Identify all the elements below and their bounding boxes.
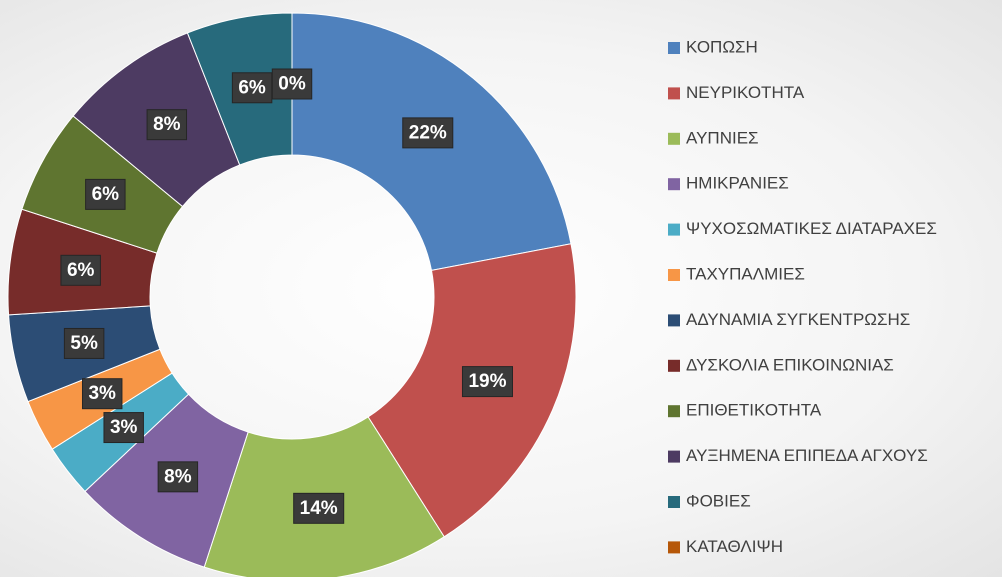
legend-swatch bbox=[668, 132, 680, 145]
data-label-text: 6% bbox=[67, 260, 95, 281]
legend-label: ΑΥΠΝΙΕΣ bbox=[686, 128, 759, 147]
data-label-text: 6% bbox=[92, 184, 120, 205]
legend-swatch bbox=[668, 541, 680, 554]
data-label-box bbox=[85, 178, 126, 210]
data-label-box bbox=[103, 412, 144, 444]
data-label: 5% bbox=[63, 327, 105, 359]
data-label: 3% bbox=[103, 412, 144, 444]
data-label-box bbox=[60, 254, 101, 286]
legend-swatch bbox=[668, 496, 680, 508]
legend-swatch bbox=[668, 223, 680, 236]
legend-label: ΔΥΣΚΟΛΙΑ ΕΠΙΚΟΙΝΩΝΙΑΣ bbox=[686, 355, 894, 374]
data-label-text: 6% bbox=[238, 77, 266, 98]
data-label: 8% bbox=[146, 109, 188, 141]
data-label: 14% bbox=[293, 492, 345, 524]
legend-swatch bbox=[668, 269, 680, 281]
data-label: 8% bbox=[157, 461, 199, 493]
legend-label: ΗΜΙΚΡΑΝΙΕΣ bbox=[686, 174, 789, 193]
data-label-text: 19% bbox=[468, 371, 506, 392]
legend-label: ΤΑΧΥΠΑΛΜΙΕΣ bbox=[686, 264, 805, 283]
legend-swatch bbox=[668, 359, 680, 372]
data-label-box bbox=[63, 327, 105, 359]
data-label-box bbox=[402, 117, 454, 149]
data-label: 22% bbox=[402, 117, 454, 149]
legend-swatch bbox=[668, 178, 680, 191]
data-label: 0% bbox=[271, 68, 313, 100]
legend-label: ΑΥΞΗΜΕΝΑ ΕΠΙΠΕΔΑ ΑΓΧΟΥΣ bbox=[686, 446, 928, 465]
data-label-text: 14% bbox=[300, 498, 338, 519]
legend-label: ΚΑΤΑΘΛΙΨΗ bbox=[686, 537, 783, 556]
data-label-text: 3% bbox=[88, 383, 116, 404]
data-label-text: 5% bbox=[70, 333, 98, 354]
legend-swatch bbox=[668, 87, 680, 100]
legend-label: ΝΕΥΡΙΚΟΤΗΤΑ bbox=[686, 83, 805, 102]
legend-swatch bbox=[668, 450, 680, 463]
data-label-text: 3% bbox=[110, 417, 138, 438]
data-label-box bbox=[461, 366, 513, 398]
data-label: 6% bbox=[85, 178, 126, 210]
data-label-text: 0% bbox=[278, 74, 306, 95]
legend-swatch bbox=[668, 42, 680, 54]
data-label: 19% bbox=[461, 366, 513, 398]
legend-label: ΦΟΒΙΕΣ bbox=[686, 491, 751, 510]
data-label-box bbox=[271, 68, 313, 100]
data-label-box bbox=[231, 72, 273, 104]
legend-label: ΨΥΧΟΣΩΜΑΤΙΚΕΣ ΔΙΑΤΑΡΑΧΕΣ bbox=[686, 219, 937, 238]
legend-label: ΚΟΠΩΣΗ bbox=[686, 37, 758, 56]
data-label-box bbox=[81, 378, 123, 410]
legend-swatch bbox=[668, 314, 680, 327]
data-label-text: 8% bbox=[164, 466, 192, 487]
legend-label: ΕΠΙΘΕΤΙΚΟΤΗΤΑ bbox=[686, 401, 822, 420]
data-label-text: 8% bbox=[153, 114, 181, 135]
data-label-box bbox=[293, 492, 345, 524]
legend-label: ΑΔΥΝΑΜΙΑ ΣΥΓΚΕΝΤΡΩΣΗΣ bbox=[686, 310, 910, 329]
data-label: 6% bbox=[60, 254, 101, 286]
data-label: 3% bbox=[81, 378, 123, 410]
data-label-box bbox=[146, 109, 188, 141]
data-label: 6% bbox=[231, 72, 273, 104]
data-label-box bbox=[157, 461, 199, 493]
legend-swatch bbox=[668, 405, 680, 418]
data-label-text: 22% bbox=[409, 122, 447, 143]
